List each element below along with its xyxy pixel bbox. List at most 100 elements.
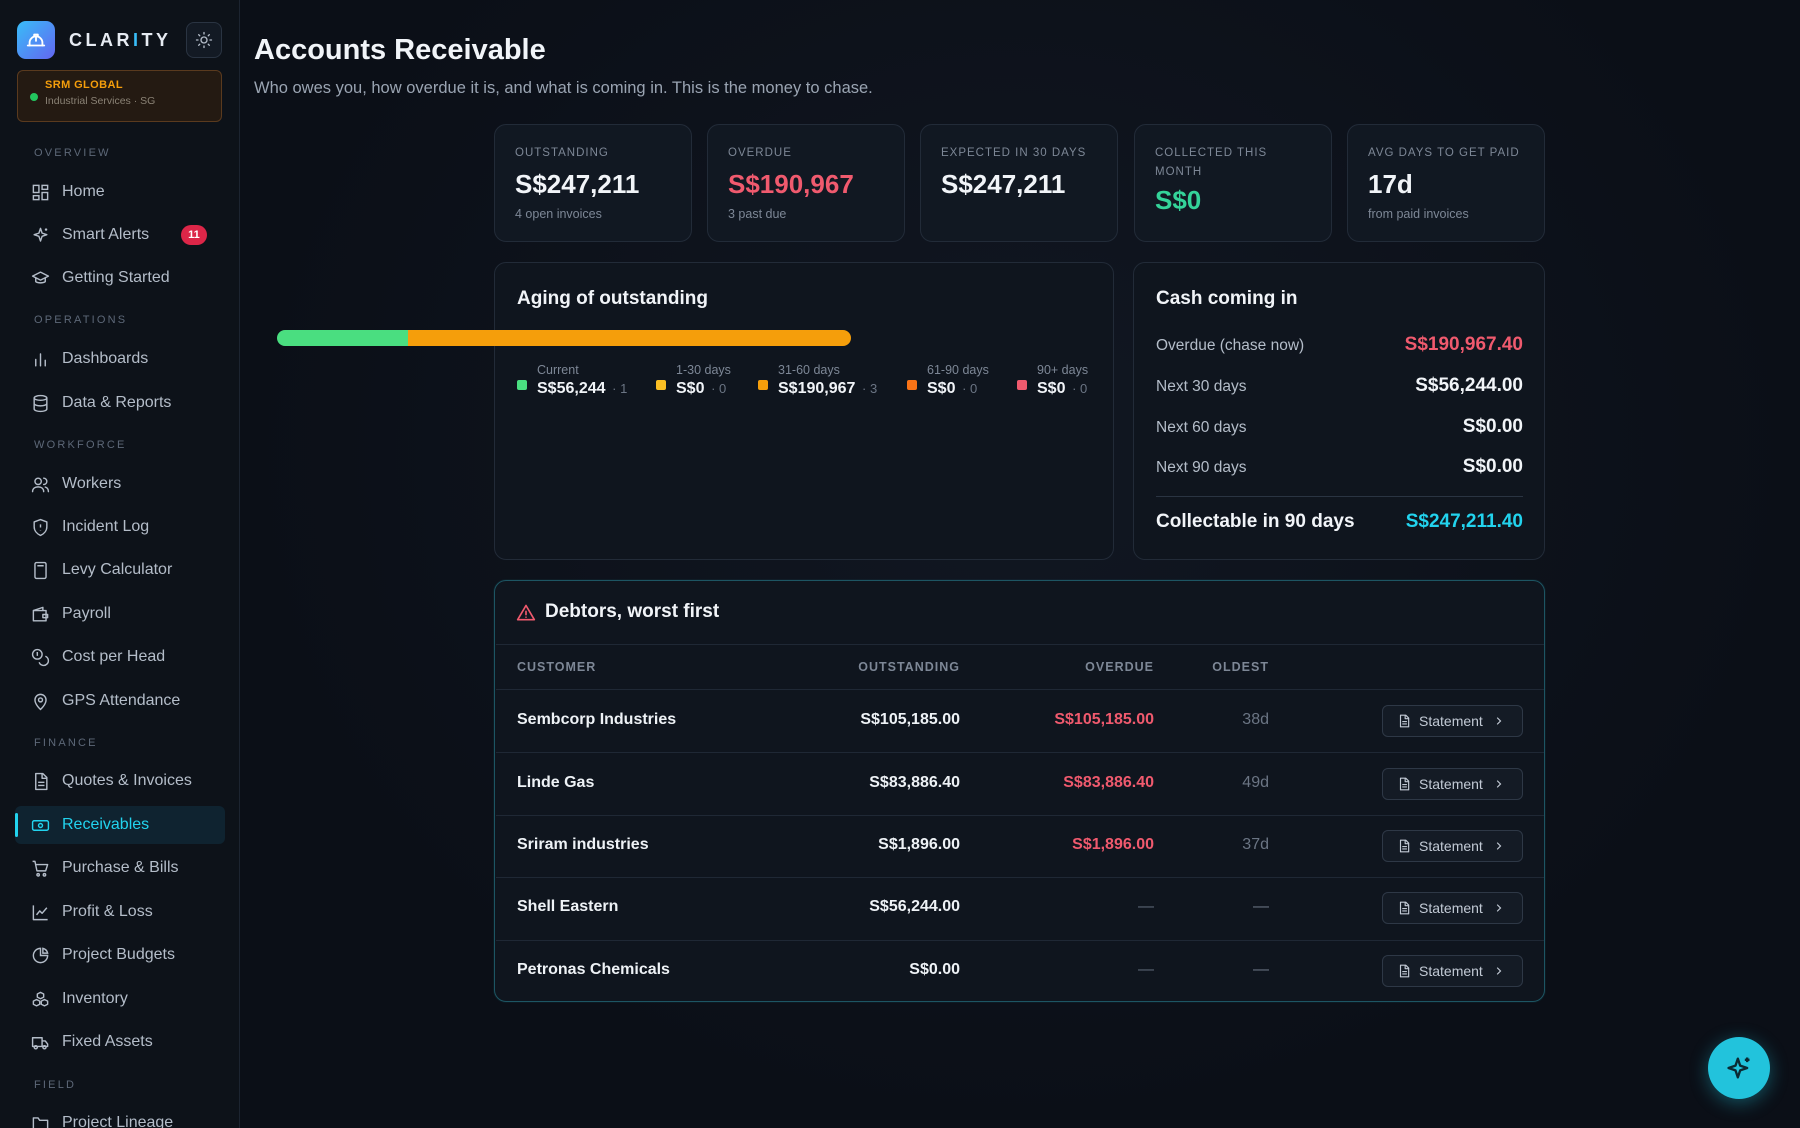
sidebar-item-label: Project Budgets: [62, 946, 175, 963]
statement-button-label: Statement: [1419, 900, 1483, 917]
sidebar-item-inventory[interactable]: Inventory: [15, 980, 225, 1018]
grid-icon: [32, 184, 49, 200]
customer-name: Linde Gas: [517, 773, 595, 791]
sidebar-item-data-reports[interactable]: Data & Reports: [15, 384, 225, 422]
kpi-value: S$247,211: [515, 169, 640, 199]
ai-assistant-button[interactable]: [1708, 1037, 1770, 1099]
kpi-value: S$0: [1155, 185, 1202, 215]
chevron-right-icon: [1496, 779, 1502, 788]
column-header-customer[interactable]: CUSTOMER: [517, 660, 597, 674]
kpi-avg-days-to-get-paid: AVG DAYS TO GET PAID 17d from paid invoi…: [1347, 124, 1545, 242]
legend-value: S$190,967 · 3: [778, 380, 878, 397]
sidebar-item-incident-log[interactable]: Incident Log: [15, 508, 225, 546]
outstanding-amount: S$0.00: [909, 960, 960, 978]
document-icon: [1399, 901, 1410, 915]
legend-label: Current: [537, 363, 579, 377]
kpi-value: S$190,967: [728, 169, 854, 199]
cash-row-label: Overdue (chase now): [1156, 337, 1305, 354]
alert-count-badge: 11: [181, 225, 207, 245]
nav-section-operations: OPERATIONS: [34, 314, 128, 326]
aging-panel: [494, 262, 1114, 560]
cash-divider: [1156, 496, 1523, 497]
sidebar-item-project-budgets[interactable]: Project Budgets: [15, 936, 225, 974]
sidebar-item-cost-per-head[interactable]: Cost per Head: [15, 638, 225, 676]
sidebar-item-levy-calculator[interactable]: Levy Calculator: [15, 551, 225, 589]
debtors-title: Debtors, worst first: [545, 601, 720, 622]
bar-chart-icon: [35, 352, 46, 367]
sidebar-item-label: Fixed Assets: [62, 1033, 153, 1050]
sidebar-item-workers[interactable]: Workers: [15, 465, 225, 503]
coins-icon: [31, 648, 50, 666]
sidebar-item-getting-started[interactable]: Getting Started: [15, 259, 225, 297]
sidebar-item-label: Data & Reports: [62, 394, 172, 411]
sparkle-icon: [1727, 1057, 1750, 1079]
sidebar-item-label: Dashboards: [62, 350, 149, 367]
cash-title: Cash coming in: [1156, 288, 1298, 309]
statement-button[interactable]: Statement: [1382, 767, 1523, 800]
chevron-right-icon: [1496, 967, 1502, 975]
chevron-right-icon: [1496, 717, 1502, 725]
theme-toggle-button[interactable]: [186, 22, 222, 58]
column-header-outstanding[interactable]: OUTSTANDING: [858, 660, 960, 674]
cash-row-next-30: Next 30 days S$56,244.00: [1156, 375, 1523, 397]
aging-legend-1-30: 1-30 days S$0 · 0: [656, 363, 731, 398]
legend-value: S$56,244 · 1: [537, 380, 628, 397]
statement-button-label: Statement: [1419, 713, 1483, 730]
sidebar-item-dashboards[interactable]: Dashboards: [15, 340, 225, 378]
table-divider: [496, 939, 1544, 941]
sidebar-item-label: Purchase & Bills: [62, 859, 179, 876]
customer-name: Shell Eastern: [517, 898, 619, 916]
column-header-oldest[interactable]: OLDEST: [1212, 660, 1269, 674]
overdue-amount: —: [1138, 898, 1154, 916]
sidebar-item-profit-loss[interactable]: Profit & Loss: [15, 893, 225, 931]
statement-button[interactable]: Statement: [1382, 705, 1523, 738]
sidebar-item-gps-attendance[interactable]: GPS Attendance: [15, 682, 225, 720]
sidebar-item-label: Quotes & Invoices: [62, 772, 192, 789]
sidebar-item-project-lineage[interactable]: Project Lineage: [15, 1104, 225, 1128]
statement-button[interactable]: Statement: [1382, 830, 1523, 862]
org-switcher[interactable]: SRM GLOBAL Industrial Services · SG: [17, 70, 222, 122]
column-header-overdue[interactable]: OVERDUE: [1085, 660, 1154, 674]
kpi-label: OUTSTANDING: [515, 147, 609, 159]
map-pin-icon: [34, 693, 47, 710]
page-title: Accounts Receivable: [254, 34, 546, 66]
statement-button[interactable]: Statement: [1382, 892, 1523, 925]
truck-icon: [31, 1036, 49, 1050]
kpi-sub: from paid invoices: [1368, 207, 1469, 221]
kpi-label: AVG DAYS TO GET PAID: [1368, 147, 1520, 159]
debtors-panel: [494, 580, 1545, 1002]
cash-total-label: Collectable in 90 days: [1156, 511, 1355, 532]
calculator-icon: [34, 561, 47, 579]
banknote-icon: [31, 819, 50, 831]
aging-legend-31-60: 31-60 days S$190,967 · 3: [758, 363, 877, 398]
oldest-age: 37d: [1242, 836, 1269, 853]
sidebar-item-label: Workers: [62, 475, 122, 492]
sidebar-item-receivables[interactable]: Receivables: [15, 806, 225, 844]
kpi-expected-30-days: EXPECTED IN 30 DAYS S$247,211: [920, 124, 1118, 242]
sidebar-item-label: Inventory: [62, 990, 128, 1007]
sidebar-item-payroll[interactable]: Payroll: [15, 595, 225, 633]
kpi-label: OVERDUE: [728, 147, 792, 159]
brand-name: CLARITY: [69, 29, 172, 50]
database-icon: [33, 394, 48, 412]
statement-button-label: Statement: [1419, 838, 1483, 854]
sidebar-item-label: Incident Log: [62, 518, 150, 535]
cash-row-next-60: Next 60 days S$0.00: [1156, 416, 1523, 438]
cash-row-value: S$56,244.00: [1415, 375, 1523, 396]
sidebar-item-home[interactable]: Home: [15, 173, 225, 211]
statement-button[interactable]: Statement: [1382, 954, 1523, 987]
oldest-age: 38d: [1242, 711, 1269, 729]
sidebar-item-fixed-assets[interactable]: Fixed Assets: [15, 1023, 225, 1061]
cash-row-value: S$0.00: [1462, 416, 1523, 437]
sidebar-item-smart-alerts[interactable]: Smart Alerts 11: [15, 216, 225, 254]
org-name: SRM GLOBAL: [45, 79, 123, 91]
boxes-icon: [32, 991, 49, 1007]
aging-bar-segment: [407, 330, 851, 346]
sidebar-item-purchase-bills[interactable]: Purchase & Bills: [15, 849, 225, 887]
brand[interactable]: CLARITY: [17, 21, 172, 59]
legend-value: S$0 · 0: [1037, 380, 1088, 397]
sidebar-item-quotes-invoices[interactable]: Quotes & Invoices: [15, 762, 225, 800]
kpi-outstanding: OUTSTANDING S$247,211 4 open invoices: [494, 124, 692, 242]
cash-row-next-90: Next 90 days S$0.00: [1156, 456, 1523, 478]
table-divider: [496, 689, 1544, 690]
